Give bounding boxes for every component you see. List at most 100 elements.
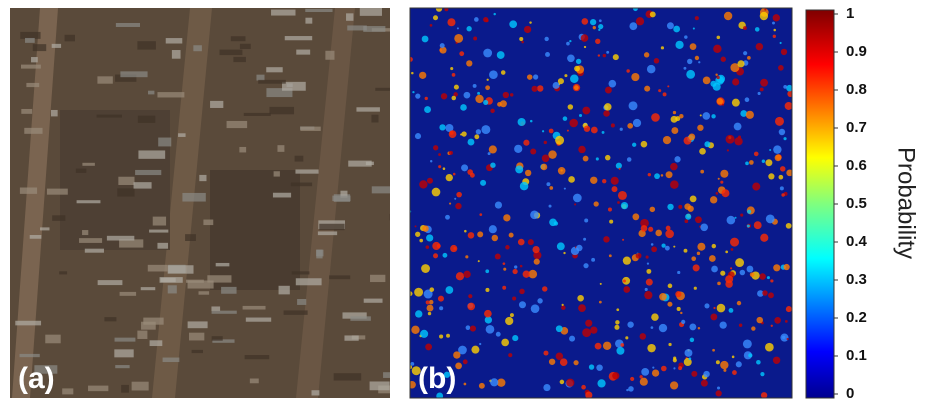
tick-label: 0.1 (846, 347, 867, 364)
panel-label: (a) (18, 362, 55, 395)
texture (459, 51, 464, 56)
texture (760, 372, 764, 376)
texture (470, 325, 476, 331)
texture (781, 193, 784, 196)
texture (609, 80, 617, 88)
texture (47, 189, 68, 195)
texture (623, 257, 631, 265)
texture (266, 67, 282, 72)
texture (743, 51, 747, 55)
texture (182, 193, 205, 202)
texture (292, 271, 310, 274)
texture (648, 227, 653, 232)
texture (773, 357, 780, 364)
texture (408, 381, 416, 389)
texture (623, 286, 630, 293)
texture (663, 92, 667, 96)
texture (332, 196, 350, 201)
texture (629, 22, 637, 30)
texture (464, 230, 467, 233)
texture (581, 385, 586, 390)
texture (520, 265, 523, 268)
texture (768, 173, 774, 179)
texture (501, 339, 509, 347)
texture (487, 79, 489, 81)
texture (570, 74, 579, 83)
texture (574, 85, 579, 90)
texture (474, 134, 479, 139)
texture (485, 288, 489, 292)
texture (745, 97, 750, 102)
texture (646, 256, 649, 259)
texture (591, 258, 595, 262)
texture (134, 182, 152, 188)
texture (727, 216, 736, 225)
texture (772, 22, 775, 25)
texture (438, 165, 441, 168)
texture (52, 215, 65, 221)
texture (760, 12, 768, 20)
texture (203, 220, 213, 226)
texture (512, 335, 518, 341)
texture (716, 390, 722, 396)
texture (161, 278, 176, 282)
texture (678, 366, 682, 370)
texture (20, 187, 37, 193)
texture (479, 213, 482, 216)
texture (760, 234, 768, 242)
texture (316, 250, 323, 257)
texture (443, 253, 448, 258)
texture (523, 140, 529, 146)
texture (466, 26, 471, 31)
texture (748, 353, 752, 357)
texture (675, 291, 681, 297)
texture (651, 313, 659, 321)
texture (45, 335, 60, 344)
texture (534, 259, 540, 265)
tick-label: 0.2 (846, 309, 867, 326)
texture (710, 196, 717, 203)
texture (583, 156, 589, 162)
texture (141, 322, 156, 330)
texture (710, 313, 717, 320)
texture (460, 133, 462, 135)
texture (548, 150, 556, 158)
texture (717, 304, 726, 313)
texture (730, 238, 739, 247)
texture (598, 54, 600, 56)
texture (590, 19, 596, 25)
texture (436, 5, 442, 11)
texture (415, 310, 422, 317)
texture (732, 356, 735, 359)
texture (569, 40, 571, 42)
texture (680, 312, 682, 314)
texture (537, 298, 542, 303)
texture (325, 51, 334, 60)
texture (668, 343, 671, 346)
texture (166, 38, 183, 43)
tick-label: 0.7 (846, 119, 867, 136)
texture (583, 263, 588, 268)
texture (554, 221, 558, 225)
texture (135, 170, 161, 175)
texture (703, 112, 711, 120)
texture (450, 67, 453, 70)
texture (20, 354, 40, 357)
texture (305, 18, 312, 24)
texture (720, 271, 725, 276)
texture (595, 343, 602, 350)
figure: (a) (b) Probability 00.10.20.30.40.50.60… (0, 0, 928, 406)
texture (542, 286, 547, 291)
texture (620, 128, 623, 131)
texture (424, 106, 431, 113)
texture (734, 137, 742, 145)
texture (699, 148, 706, 155)
texture (603, 342, 611, 350)
texture (425, 344, 432, 351)
texture (97, 76, 112, 83)
texture (478, 260, 480, 262)
texture (496, 332, 501, 337)
texture (746, 111, 754, 119)
texture (520, 182, 528, 190)
texture (609, 220, 613, 224)
